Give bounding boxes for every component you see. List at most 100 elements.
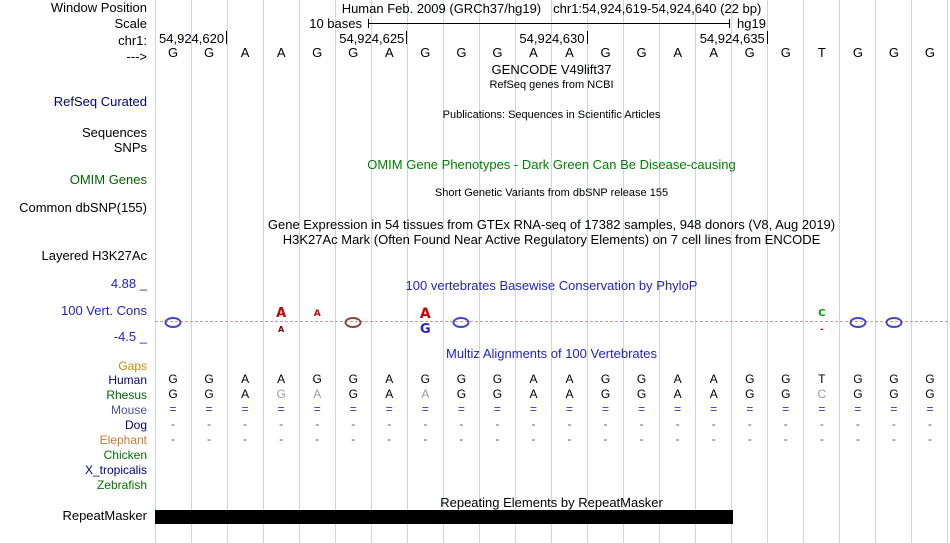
alignment-cell: - <box>387 417 392 431</box>
alignment-cell: - <box>783 432 788 446</box>
scale-row: 10 bases hg19 <box>155 16 948 31</box>
conservation-oval-glyph <box>885 317 903 328</box>
repeatmasker-track-title[interactable]: Repeating Elements by RepeatMasker <box>440 495 663 510</box>
omim-track-title[interactable]: OMIM Gene Phenotypes - Dark Green Can Be… <box>367 157 736 172</box>
alignment-cell: G <box>853 387 863 401</box>
gtex-track-title[interactable]: Gene Expression in 54 tissues from GTEx … <box>267 217 836 232</box>
track-label-refseq[interactable]: RefSeq Curated <box>53 94 147 109</box>
conservation-oval-glyph <box>849 317 867 328</box>
conservation-cell <box>515 300 551 348</box>
alignment-cell: = <box>854 402 862 416</box>
grid-cell <box>408 0 444 543</box>
conservation-cell <box>155 300 191 348</box>
base-letter: G <box>636 45 647 60</box>
species-label-human[interactable]: Human <box>108 373 147 387</box>
grid-cell <box>264 0 300 543</box>
alignment-cell: - <box>207 417 212 431</box>
alignment-cell: A <box>529 387 538 401</box>
alignment-cell: G <box>889 387 899 401</box>
alignment-cell: - <box>855 432 860 446</box>
species-label-elephant[interactable]: Elephant <box>99 433 147 447</box>
alignment-cell: T <box>818 372 826 386</box>
alignment-cell: - <box>675 417 680 431</box>
h3k27ac-track-title[interactable]: H3K27Ac Mark (Often Found Near Active Re… <box>282 232 821 247</box>
alignment-cell: - <box>927 432 932 446</box>
conservation-cell <box>624 300 660 348</box>
species-label-mouse[interactable]: Mouse <box>110 403 147 417</box>
track-label-common-dbsnp[interactable]: Common dbSNP(155) <box>19 200 147 215</box>
conservation-track-title[interactable]: 100 vertebrates Basewise Conservation by… <box>405 278 698 293</box>
alignment-cell: G <box>636 372 647 386</box>
track-label-omim-genes[interactable]: OMIM Genes <box>69 172 147 187</box>
alignment-cell: = <box>313 402 321 416</box>
alignment-cell: = <box>926 402 934 416</box>
alignment-cell: A <box>241 387 250 401</box>
ruler-tick: 54,924,635 <box>155 31 768 46</box>
grid-cell <box>912 0 948 543</box>
base-letter: G <box>780 45 791 60</box>
alignment-cell: A <box>709 387 718 401</box>
base-letter: G <box>420 45 431 60</box>
alignment-row-mouse: = = = = = = = = = = = = = = = = = = = = = = <box>155 402 948 417</box>
conservation-cell <box>552 300 588 348</box>
track-label-publications-sequences[interactable]: Sequences <box>81 125 147 140</box>
grid-cell <box>768 0 804 543</box>
species-label-x_tropicalis[interactable]: X_tropicalis <box>84 463 147 477</box>
alignment-cell: = <box>349 402 357 416</box>
alignment-cell: - <box>315 417 320 431</box>
base-letter: A <box>276 45 286 60</box>
alignment-cell: = <box>602 402 610 416</box>
alignment-cell: G <box>745 372 755 386</box>
alignment-cell: A <box>385 372 394 386</box>
grid-cell <box>372 0 408 543</box>
alignment-cell: G <box>204 372 214 386</box>
grid-cell <box>228 0 264 543</box>
refseq-track-title[interactable]: RefSeq genes from NCBI <box>489 79 614 91</box>
alignment-cell: = <box>890 402 898 416</box>
alignment-cell: A <box>673 387 682 401</box>
grid-cell <box>804 0 840 543</box>
alignment-cell: - <box>495 432 500 446</box>
base-letter: A <box>709 45 719 60</box>
conservation-max-value: 4.88 _ <box>110 276 147 291</box>
track-label-layered-h3k27ac[interactable]: Layered H3K27Ac <box>41 248 147 263</box>
track-label-100-vert-cons[interactable]: 100 Vert. Cons <box>61 303 147 318</box>
species-label-rhesus[interactable]: Rhesus <box>106 388 147 402</box>
alignment-cell: = <box>457 402 465 416</box>
multiz-track-title[interactable]: Multiz Alignments of 100 Vertebrates <box>445 346 657 361</box>
publications-track-title[interactable]: Publications: Sequences in Scientific Ar… <box>442 109 661 121</box>
species-label-zebrafish[interactable]: Zebrafish <box>96 478 147 492</box>
alignment-cell: - <box>171 417 176 431</box>
track-label-snps[interactable]: SNPs <box>113 140 147 155</box>
conservation-cell <box>732 300 768 348</box>
base-letter: A <box>529 45 538 60</box>
conservation-cell <box>660 300 696 348</box>
alignment-cell: - <box>639 432 644 446</box>
alignment-cell: A <box>421 387 430 401</box>
strand-arrow-label: ---> <box>126 49 147 64</box>
conservation-cell <box>876 300 912 348</box>
species-label-dog[interactable]: Dog <box>124 418 147 432</box>
track-label-repeatmasker[interactable]: RepeatMasker <box>62 508 147 523</box>
label-column: Window Position Scale chr1: ---> RefSeq … <box>0 0 150 543</box>
gencode-track-title[interactable]: GENCODE V49lift37 <box>491 62 612 77</box>
alignment-cell: = <box>566 402 574 416</box>
alignment-cell: G <box>600 387 611 401</box>
conservation-cell: A <box>299 300 335 348</box>
grid-cell <box>588 0 624 543</box>
alignment-cell: = <box>385 402 393 416</box>
species-label-chicken[interactable]: Chicken <box>103 448 147 462</box>
alignment-cell: G <box>492 372 503 386</box>
alignment-cell: - <box>711 417 716 431</box>
grid-cell <box>480 0 516 543</box>
conservation-cell <box>191 300 227 348</box>
alignment-cell: = <box>277 402 285 416</box>
grid-cell <box>156 0 192 543</box>
base-letter: G <box>888 45 899 60</box>
repeatmasker-bar[interactable] <box>155 510 734 524</box>
dbsnp-track-title[interactable]: Short Genetic Variants from dbSNP releas… <box>434 187 669 199</box>
alignment-cell: - <box>639 417 644 431</box>
alignment-cell: - <box>423 417 428 431</box>
